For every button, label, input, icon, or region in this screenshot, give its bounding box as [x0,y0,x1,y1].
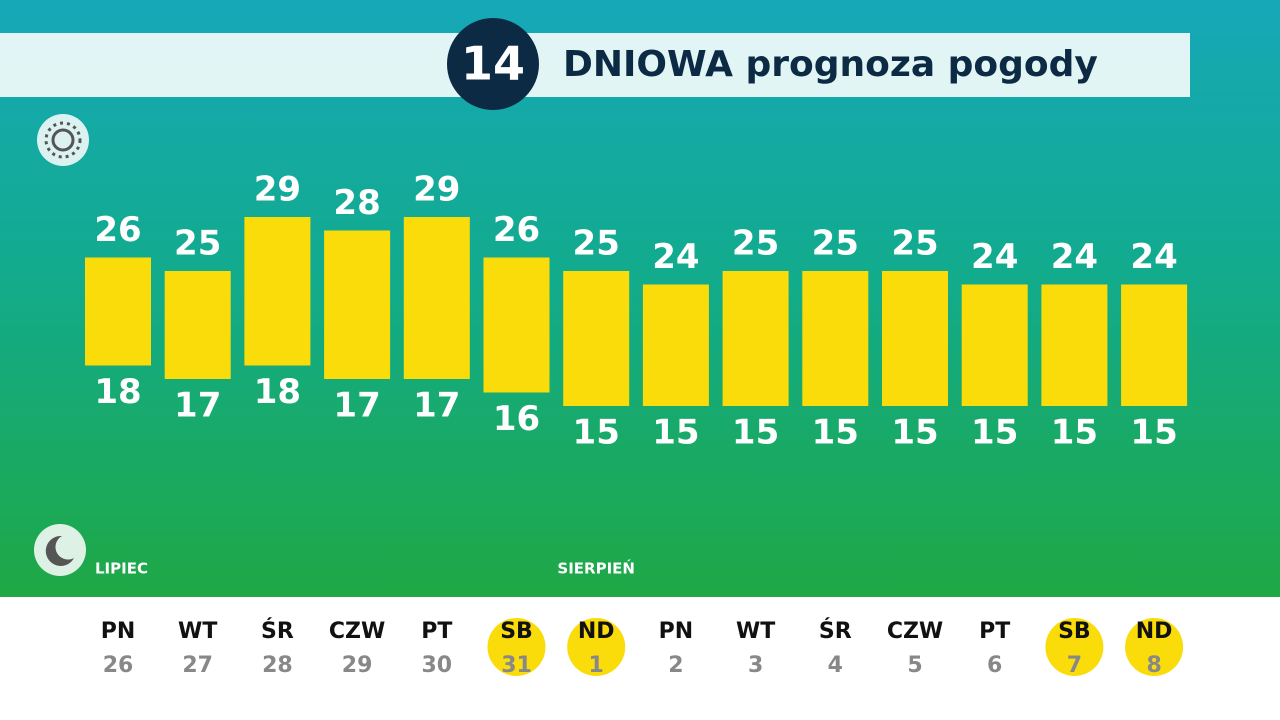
high-label: 26 [493,210,540,250]
day-label: ŚR [261,618,294,644]
weekend-highlight [1045,618,1104,676]
chart-title: DNIOWA prognoza pogody [563,44,1098,85]
low-label: 15 [1051,413,1098,453]
day-label: WT [736,619,775,644]
day-label: CZW [329,619,385,644]
range-bar [961,284,1028,406]
day-label: SB [1058,619,1091,644]
date-label: 4 [828,653,843,678]
date-label: 7 [1067,653,1082,678]
low-label: 15 [732,413,779,453]
low-label: 18 [94,372,141,412]
range-bar [563,271,630,406]
high-label: 24 [1051,237,1098,277]
date-label: 28 [262,653,293,678]
high-label: 25 [573,224,620,264]
high-label: 24 [1130,237,1177,277]
sun-icon [37,114,89,166]
high-label: 24 [652,237,699,277]
day-label: WT [178,619,217,644]
high-label: 24 [971,237,1018,277]
day-label: PN [659,619,694,644]
range-bar [244,217,311,366]
badge: 14 [461,37,525,91]
weekend-highlight [487,618,546,676]
high-label: 29 [254,170,301,210]
range-bar [164,271,231,379]
low-label: 15 [812,413,859,453]
day-label: PT [421,619,452,644]
day-label: PN [101,619,136,644]
low-label: 15 [891,413,938,453]
date-label: 6 [987,653,1002,678]
date-label: 5 [907,653,922,678]
month-label: LIPIEC [95,560,148,578]
low-label: 18 [254,372,301,412]
day-label: ŚR [819,618,852,644]
date-label: 2 [668,653,683,678]
date-label: 26 [103,653,134,678]
high-label: 26 [94,210,141,250]
weekend-highlight [1125,618,1184,676]
date-label: 1 [589,653,604,678]
date-label: 3 [748,653,763,678]
high-label: 25 [174,224,221,264]
range-bar [85,257,151,366]
date-label: 29 [342,653,373,678]
range-bar [722,271,789,406]
low-label: 17 [333,386,380,426]
low-label: 15 [971,413,1018,453]
weekend-highlight [567,618,626,676]
range-bar [1041,284,1108,406]
low-label: 17 [413,386,460,426]
range-bar [483,257,550,393]
day-label: ND [578,619,615,644]
low-label: 15 [1130,413,1177,453]
low-label: 16 [493,399,540,439]
high-label: 29 [413,170,460,210]
day-label: PT [979,619,1010,644]
badge-circle [447,18,539,110]
high-label: 28 [333,183,380,223]
range-bar [324,230,391,379]
date-label: 31 [501,653,532,678]
range-bar [403,217,470,379]
high-label: 25 [732,224,779,264]
date-label: 8 [1146,653,1161,678]
range-bar [642,284,709,406]
day-label: ND [1136,619,1173,644]
high-label: 25 [812,224,859,264]
moon-icon [34,524,86,576]
range-bar [802,271,869,406]
range-bar [882,271,948,406]
low-label: 15 [652,413,699,453]
date-label: 30 [421,653,452,678]
day-label: SB [500,619,533,644]
title-band [0,33,1190,97]
day-label: CZW [887,619,943,644]
date-label: 27 [182,653,213,678]
month-label: SIERPIEŃ [557,559,635,578]
low-label: 15 [573,413,620,453]
high-label: 25 [891,224,938,264]
range-bar [1121,284,1188,406]
low-label: 17 [174,386,221,426]
